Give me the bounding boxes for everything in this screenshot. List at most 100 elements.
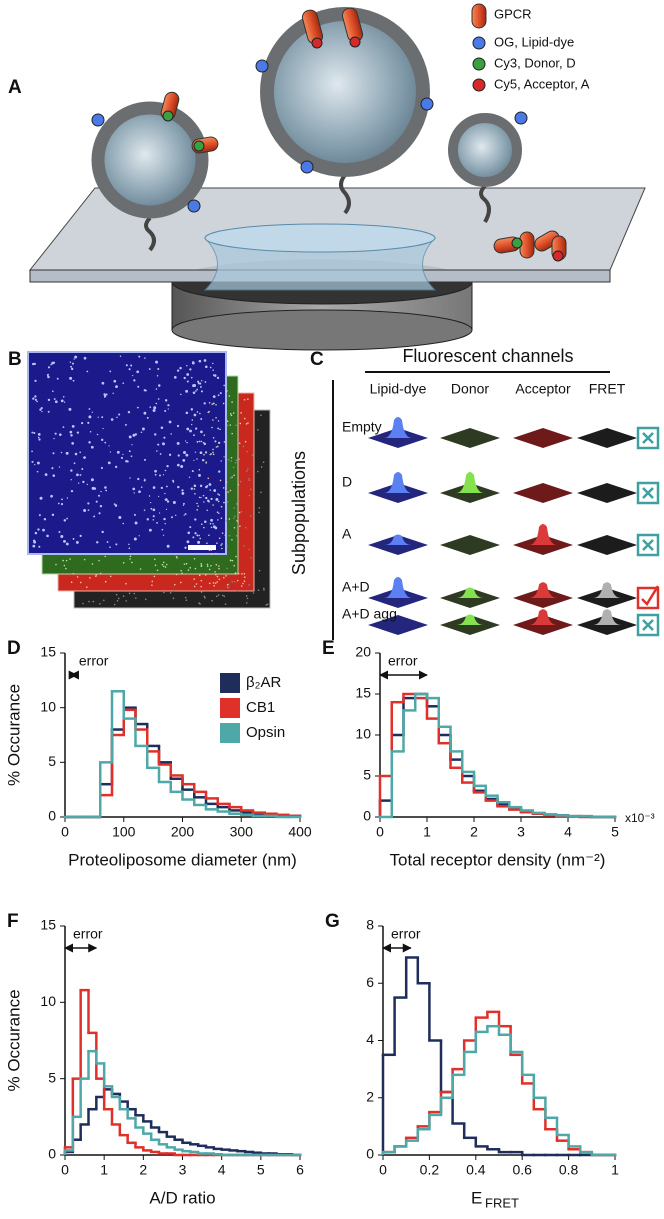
x-tick-label: 0.4: [466, 1162, 486, 1178]
speckle: [203, 501, 205, 503]
speckle: [226, 584, 229, 586]
speckle: [143, 411, 147, 415]
speckle: [199, 537, 201, 540]
speckle: [198, 359, 202, 363]
speckle: [238, 458, 241, 460]
speckle: [212, 451, 214, 454]
speckle: [213, 584, 215, 587]
speckle: [240, 585, 243, 587]
speckle: [116, 600, 119, 602]
channel-tile: [513, 483, 573, 503]
speckle: [34, 464, 36, 466]
speckle: [216, 575, 219, 578]
x-tick-label: 0.2: [420, 1162, 440, 1178]
y-tick-label: 15: [40, 644, 56, 660]
panel-label: G: [325, 911, 340, 932]
speckle: [88, 600, 90, 603]
speckle: [175, 573, 178, 576]
speckle: [206, 565, 209, 567]
speckle: [189, 429, 192, 433]
histogram-riser: [381, 1026, 594, 1155]
speckle: [242, 582, 244, 585]
panel-label: F: [7, 911, 19, 932]
speckle: [124, 423, 127, 426]
speckle: [217, 500, 220, 503]
y-tick-label: 4: [366, 1031, 374, 1047]
speckle: [235, 503, 238, 505]
speckle: [58, 433, 62, 436]
speckle: [36, 461, 40, 465]
check-mark: [642, 432, 654, 444]
legend-text: Cy3, Donor, D: [494, 55, 576, 70]
speckle: [212, 362, 214, 365]
speckle: [248, 494, 251, 497]
speckle: [156, 521, 158, 524]
speckle: [180, 569, 182, 572]
speckle: [186, 373, 190, 376]
speckle: [173, 583, 176, 586]
speckle: [154, 469, 157, 473]
x-tick-label: 1: [423, 824, 431, 840]
x-axis-label: A/D ratio: [149, 1188, 215, 1207]
speckle: [234, 515, 236, 518]
speckle: [34, 379, 37, 382]
speckle: [103, 599, 105, 602]
speckle: [199, 412, 201, 415]
speckle: [186, 441, 188, 444]
speckle: [227, 491, 229, 493]
speckle: [236, 520, 238, 522]
speckle: [217, 519, 219, 521]
speckle: [113, 603, 116, 606]
speckle: [83, 558, 86, 561]
speckle: [244, 440, 247, 443]
column-header: FRET: [589, 381, 626, 397]
speckle: [66, 497, 69, 499]
panel-label: E: [322, 638, 335, 659]
speckle: [154, 473, 157, 476]
speckle: [215, 404, 217, 406]
speckle: [194, 492, 196, 495]
speckle: [232, 517, 235, 519]
speckle: [231, 559, 234, 562]
speckle: [212, 453, 215, 456]
y-tick-label: 5: [48, 753, 56, 769]
scale-bar: [188, 545, 216, 550]
histogram-riser: [390, 694, 593, 817]
speckle: [202, 494, 205, 497]
speckle: [31, 450, 33, 453]
speckle: [227, 458, 230, 461]
speckle: [210, 564, 212, 567]
speckle: [185, 411, 189, 415]
y-axis-label: % Occurance: [4, 989, 23, 1091]
speckle: [162, 474, 165, 476]
annotation: error: [79, 653, 109, 669]
speckle: [167, 408, 169, 410]
speckle: [196, 509, 198, 511]
speckle: [129, 558, 131, 560]
speckle: [122, 382, 125, 385]
check-mark: [642, 619, 654, 631]
speckle: [134, 521, 138, 525]
speckle: [132, 433, 136, 437]
speckle: [210, 497, 213, 501]
speckle: [212, 369, 214, 371]
speckle: [79, 474, 82, 476]
speckle: [73, 462, 76, 465]
speckle: [247, 422, 249, 424]
speckle: [200, 418, 203, 421]
speckle: [146, 416, 149, 419]
speckle: [226, 424, 229, 427]
speckle: [36, 400, 38, 403]
speckle: [219, 479, 222, 482]
speckle: [108, 445, 110, 447]
speckle: [201, 380, 203, 382]
speckle: [205, 496, 208, 500]
speckle: [235, 424, 237, 427]
speckle: [193, 459, 195, 461]
speckle: [115, 385, 118, 389]
speckle: [224, 603, 227, 605]
speckle: [205, 365, 208, 369]
speckle: [62, 396, 65, 398]
speckle: [148, 495, 151, 497]
